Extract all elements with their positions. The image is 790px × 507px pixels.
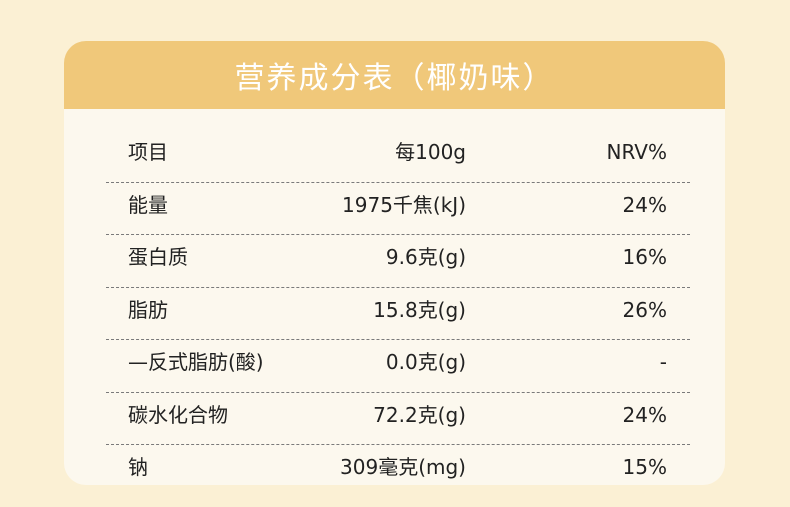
table-row: 脂肪 15.8克(g) 26% (106, 288, 690, 340)
table-header-row: 项目 每100g NRV% (106, 130, 690, 183)
nutrition-card: 营养成分表（椰奶味） 项目 每100g NRV% 能量 1975千焦(kJ) 2… (64, 41, 725, 485)
row-value: 309毫克(mg) (340, 455, 466, 479)
row-name: 蛋白质 (128, 245, 188, 269)
row-value: 15.8克(g) (373, 297, 466, 322)
page-title: 营养成分表（椰奶味） (234, 61, 555, 96)
row-nrv: - (659, 350, 667, 374)
nutrition-table: 项目 每100g NRV% 能量 1975千焦(kJ) 24% 蛋白质 9.6克… (106, 130, 690, 485)
row-name: —反式脂肪(酸) (128, 350, 264, 374)
table-row: 蛋白质 9.6克(g) 16% (106, 235, 690, 288)
row-nrv: 15% (622, 455, 667, 479)
row-nrv: 16% (622, 245, 667, 269)
table-row: 钠 309毫克(mg) 15% (106, 445, 690, 485)
row-value: 9.6克(g) (385, 245, 466, 269)
table-row: 碳水化合物 72.2克(g) 24% (106, 393, 690, 445)
table-row: —反式脂肪(酸) 0.0克(g) - (106, 340, 690, 393)
table-row: 能量 1975千焦(kJ) 24% (106, 183, 690, 235)
row-name: 钠 (128, 455, 148, 479)
row-nrv: 26% (622, 297, 667, 322)
row-name: 碳水化合物 (128, 402, 228, 427)
row-value: 72.2克(g) (373, 402, 466, 427)
row-value: 0.0克(g) (385, 350, 466, 374)
row-name: 脂肪 (128, 297, 168, 322)
card-header: 营养成分表（椰奶味） (64, 41, 725, 109)
header-item: 项目 (128, 140, 168, 164)
row-nrv: 24% (622, 192, 667, 217)
row-name: 能量 (128, 192, 168, 217)
row-nrv: 24% (622, 402, 667, 427)
row-value: 1975千焦(kJ) (342, 192, 466, 217)
header-nrv: NRV% (606, 140, 667, 164)
header-per100g: 每100g (395, 140, 466, 164)
